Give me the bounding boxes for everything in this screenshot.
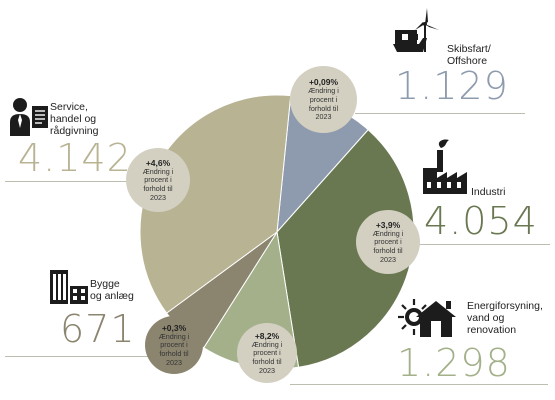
change-note-skibsfart: Ændring i procent i forhold til 2023 — [308, 86, 339, 122]
sun-house-icon — [396, 295, 458, 339]
divider-service — [5, 181, 177, 182]
divider-energi — [290, 384, 548, 385]
label-bygge: Bygge og anlæg — [90, 278, 134, 302]
change-note-energi: Ændring i procent i forhold til 2023 — [251, 339, 283, 375]
divider-bygge — [5, 356, 175, 357]
change-bubble-energi: +8,2% Ændring i procent i forhold til 20… — [237, 323, 297, 383]
person-document-icon — [10, 96, 50, 136]
label-energi: Energiforsyning, vand og renovation — [467, 300, 543, 336]
change-bubble-skibsfart: +0,09% Ændring i procent i forhold til 2… — [290, 66, 357, 133]
wind-turbine-ship-icon — [393, 8, 441, 54]
value-energi: 1.298 — [397, 341, 511, 385]
label-industri: Industri — [471, 186, 506, 198]
change-bubble-industri: +3,9% Ændring i procent i forhold til 20… — [356, 210, 420, 274]
change-industri: +3,9% — [375, 219, 401, 230]
change-skibsfart: +0,09% — [308, 77, 339, 88]
value-industri: 4.054 — [424, 199, 538, 243]
change-bubble-bygge: +0,3% Ændring i procent i forhold til 20… — [145, 316, 203, 374]
change-bubble-service: +4,6% Ændring i procent i forhold til 20… — [126, 148, 190, 212]
factory-icon — [423, 138, 467, 194]
change-note-industri: Ændring i procent i forhold til 2023 — [372, 228, 404, 264]
divider-industri — [380, 244, 550, 245]
label-skibsfart: Skibsfart/ Offshore — [447, 43, 491, 67]
label-service: Service, handel og rådgivning — [50, 101, 99, 137]
change-energi: +8,2% — [254, 330, 280, 341]
change-bygge: +0,3% — [161, 322, 187, 333]
pie-slice-industri — [276, 129, 415, 368]
value-service: 4.142 — [18, 136, 132, 180]
buildings-icon — [50, 270, 88, 304]
change-note-bygge: Ændring i procent i forhold til 2023 — [158, 331, 190, 367]
change-note-service: Ændring i procent i forhold til 2023 — [142, 166, 174, 202]
value-skibsfart: 1.129 — [395, 64, 509, 108]
divider-skibsfart — [355, 113, 525, 114]
value-bygge: 671 — [60, 307, 136, 351]
change-service: +4,6% — [145, 157, 171, 168]
